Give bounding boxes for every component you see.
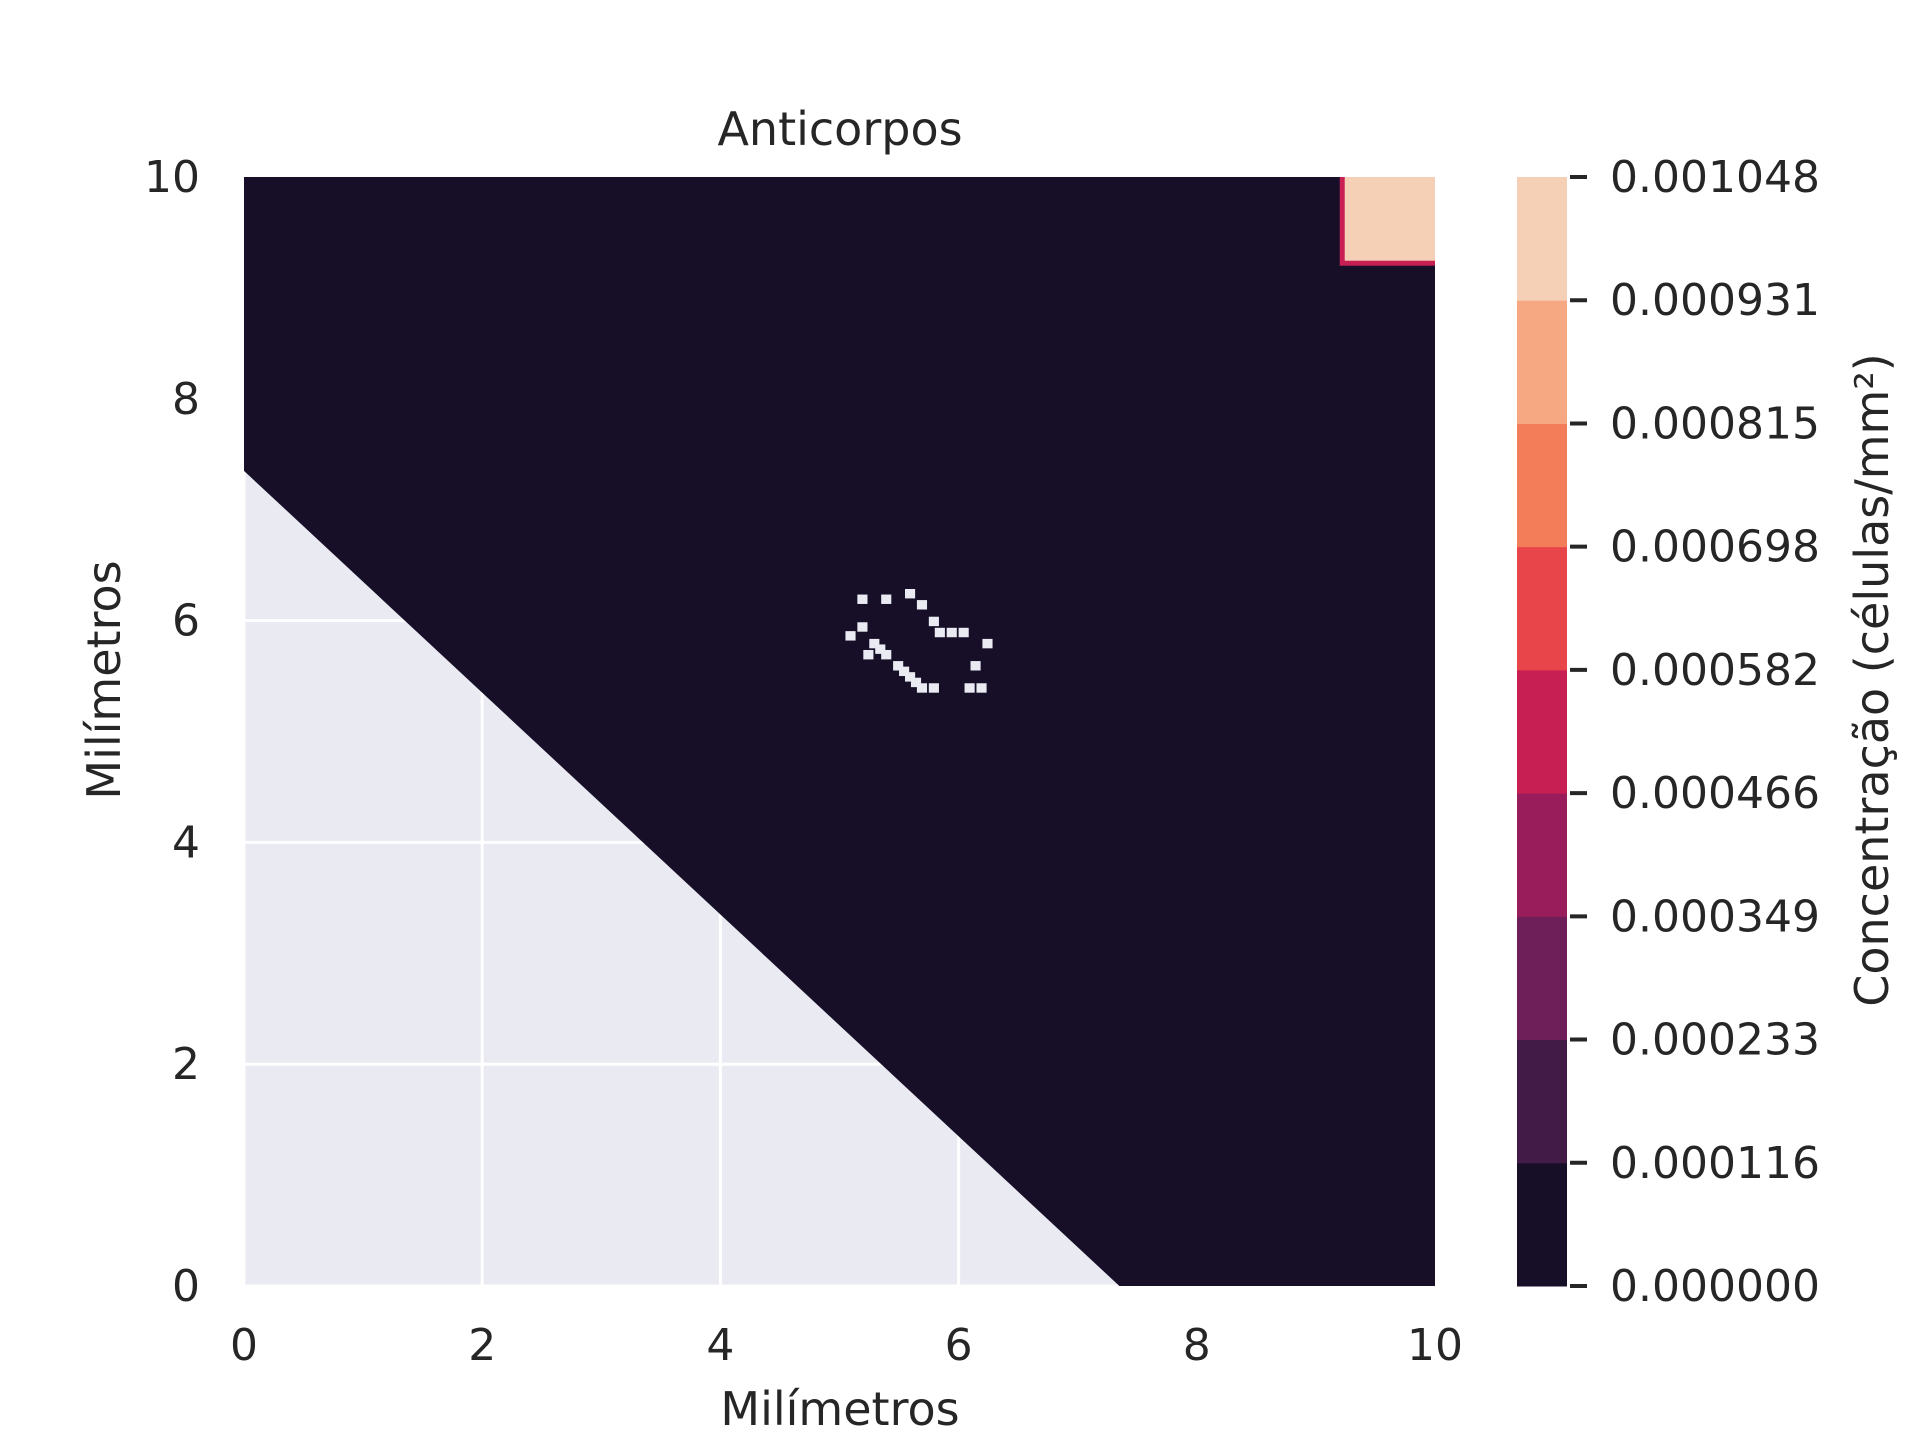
cluster-cell xyxy=(881,649,892,660)
x-axis-ticks: 0 2 4 6 8 10 xyxy=(230,1320,1463,1371)
y-axis-ticks: 0 2 4 6 8 10 xyxy=(144,152,200,1312)
plot-area xyxy=(242,175,1437,1288)
x-axis-label: Milímetros xyxy=(720,1382,959,1436)
cluster-cell xyxy=(905,672,916,682)
y-tick-label: 6 xyxy=(172,596,200,647)
cluster-cell xyxy=(958,627,969,638)
cluster-cell xyxy=(976,683,987,693)
colorbar-tick-label: 0.000698 xyxy=(1610,522,1820,573)
x-tick-label: 0 xyxy=(230,1320,258,1371)
colorbar-tick-label: 0.000233 xyxy=(1610,1015,1820,1066)
cluster-cell xyxy=(964,683,975,693)
colorbar-band xyxy=(1517,546,1567,671)
x-tick-label: 10 xyxy=(1407,1320,1463,1371)
colorbar-tick-label: 0.000815 xyxy=(1610,398,1820,449)
cluster-cell xyxy=(899,666,910,677)
colorbar-band xyxy=(1517,1039,1567,1164)
cluster-cell xyxy=(875,644,886,654)
cluster-cell xyxy=(893,661,904,671)
colorbar-band xyxy=(1517,916,1567,1041)
y-tick-label: 10 xyxy=(144,152,200,203)
x-tick-label: 8 xyxy=(1183,1320,1211,1371)
colorbar-band xyxy=(1517,423,1567,548)
y-tick-label: 8 xyxy=(172,374,200,425)
chart-title: Anticorpos xyxy=(717,102,962,156)
colorbar-band xyxy=(1517,669,1567,794)
colorbar-tick-label: 0.000000 xyxy=(1610,1261,1820,1312)
cluster-cell xyxy=(916,683,928,693)
cluster-cell xyxy=(857,622,868,632)
colorbar-tick-label: 0.000116 xyxy=(1610,1138,1820,1189)
cluster-cell xyxy=(946,627,957,638)
cluster-cell xyxy=(916,600,928,610)
colorbar-tick-label: 0.000349 xyxy=(1610,891,1820,942)
x-tick-label: 6 xyxy=(945,1320,973,1371)
colorbar-tick-label: 0.000931 xyxy=(1610,275,1820,326)
y-axis-label: Milímetros xyxy=(77,560,131,799)
colorbar-label: Concentração (células/mm²) xyxy=(1845,353,1899,1006)
cluster-cell xyxy=(910,677,922,688)
cluster-cell xyxy=(857,594,868,604)
cluster-cell xyxy=(881,594,892,604)
colorbar-tick-label: 0.001048 xyxy=(1610,152,1820,203)
cluster-cell xyxy=(869,638,880,649)
x-tick-label: 2 xyxy=(468,1320,496,1371)
cluster-cell xyxy=(982,638,993,649)
colorbar-tick-label: 0.000466 xyxy=(1610,768,1820,819)
cluster-cell xyxy=(928,616,939,627)
colorbar: 0.000000 0.000116 0.000233 0.000349 0.000466… xyxy=(1517,152,1820,1312)
colorbar-band xyxy=(1517,793,1567,917)
cluster-cell xyxy=(905,588,916,599)
colorbar-band xyxy=(1517,300,1567,424)
y-tick-label: 2 xyxy=(172,1039,200,1090)
colorbar-band xyxy=(1517,1162,1567,1287)
colorbar-tick-label: 0.000582 xyxy=(1610,645,1820,696)
colorbar-band xyxy=(1517,177,1567,301)
cluster-cell xyxy=(970,661,981,671)
cluster-cell xyxy=(845,631,856,641)
low-concentration-region xyxy=(244,177,1435,1286)
cluster-cell xyxy=(863,649,874,660)
x-tick-label: 4 xyxy=(706,1320,734,1371)
cluster-cell xyxy=(928,683,939,693)
y-tick-label: 4 xyxy=(172,817,200,868)
y-tick-label: 0 xyxy=(172,1261,200,1312)
cluster-cell xyxy=(934,627,945,638)
high-concentration-square xyxy=(1344,177,1435,261)
